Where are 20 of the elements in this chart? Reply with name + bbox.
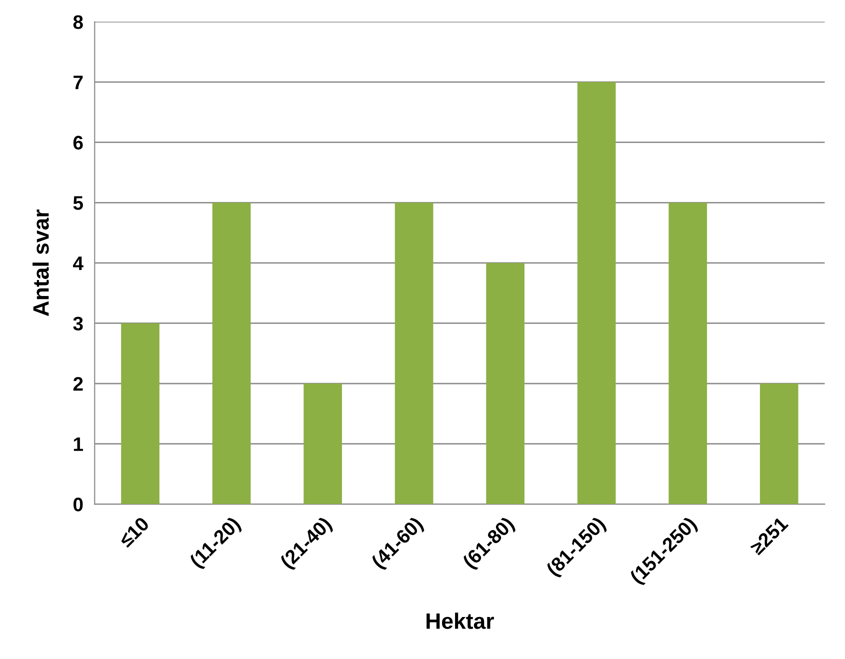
bar xyxy=(668,202,707,504)
y-tick-label: 7 xyxy=(74,76,83,90)
y-tick-label: 6 xyxy=(73,136,83,150)
bar xyxy=(212,202,251,504)
bar xyxy=(760,384,798,504)
bar xyxy=(121,323,160,504)
y-tick-label: 5 xyxy=(73,196,83,210)
bar xyxy=(486,262,524,504)
x-axis-title: Hektar xyxy=(426,612,494,629)
y-tick-label: 8 xyxy=(73,15,83,29)
y-tick-label: 2 xyxy=(73,377,83,391)
y-tick-label: 1 xyxy=(74,438,83,451)
y-tick-label: 4 xyxy=(73,256,84,270)
y-tick-label: 3 xyxy=(73,316,83,331)
x-tick-label: ≤10 xyxy=(118,516,150,548)
y-tick-label: 0 xyxy=(73,498,83,512)
bar xyxy=(577,82,616,504)
bar xyxy=(304,384,342,504)
bar xyxy=(394,202,434,504)
y-axis-title: Antal svar xyxy=(32,210,49,316)
